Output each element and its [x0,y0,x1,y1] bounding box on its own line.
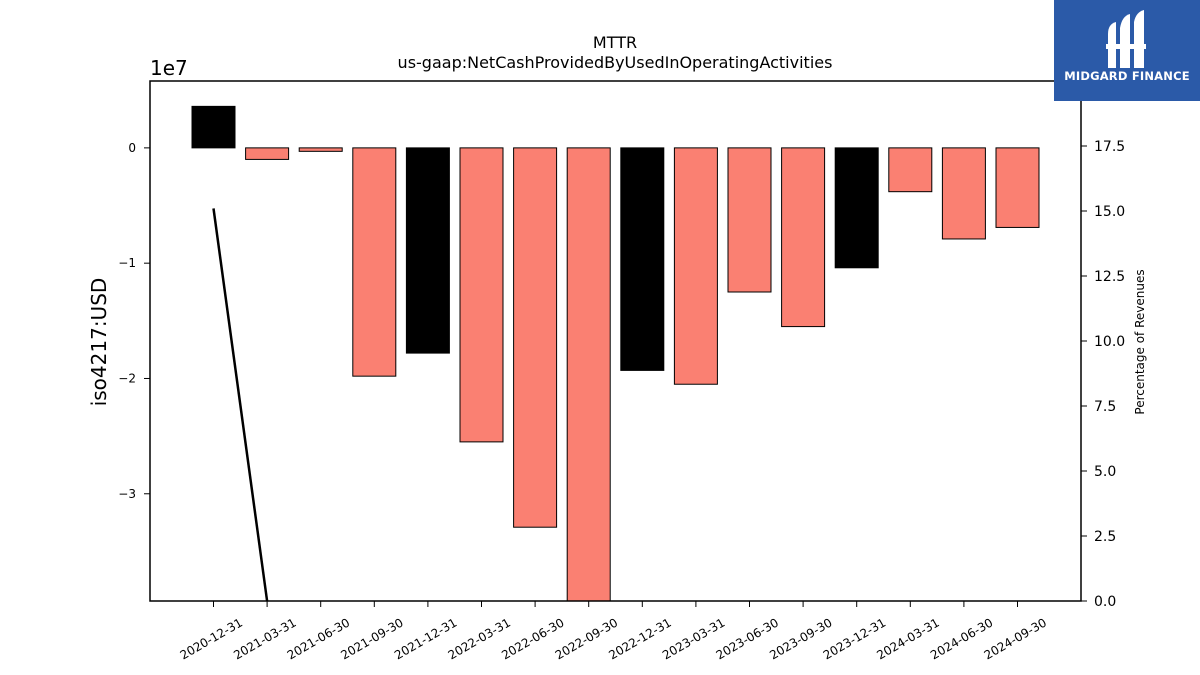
logo-mark-icon [1106,10,1146,68]
bar-2022-12-31 [620,147,665,371]
plot-frame [149,80,1082,602]
bar-2024-03-31 [888,147,933,193]
bar-2022-03-31 [459,147,504,443]
y-offset-label: 1e7 [150,56,188,80]
bar-2022-09-30 [566,147,611,602]
y2-axis-label: Percentage of Revenues [1133,269,1147,414]
y2-tick-label: 10.0 [1094,334,1125,350]
bar-2021-03-31 [245,147,290,160]
y2-tick-label: 12.5 [1094,269,1125,285]
y-tick-label: −2 [118,371,136,385]
bar-2024-06-30 [941,147,986,240]
y-tick-label: −3 [118,487,136,501]
bar-2023-12-31 [834,147,879,269]
bar-2021-09-30 [352,147,397,377]
bar-2024-09-30 [995,147,1040,228]
y2-tick-label: 0.0 [1094,594,1116,610]
y2-tick-label: 5.0 [1094,464,1116,480]
bar-2023-09-30 [781,147,826,328]
bar-2023-06-30 [727,147,772,293]
bar-2021-12-31 [405,147,450,354]
bar-2020-12-31 [191,105,236,149]
brand-logo: MIDGARD FINANCE [1054,0,1200,101]
y2-tick-label: 2.5 [1094,529,1116,545]
y2-tick-label: 7.5 [1094,399,1116,415]
bar-2021-06-30 [298,147,343,152]
chart-title: MTTR [593,33,637,52]
bar-2022-06-30 [513,147,558,528]
bar-2023-03-31 [673,147,718,385]
chart-subtitle: us-gaap:NetCashProvidedByUsedInOperating… [398,53,833,72]
y2-tick-label: 15.0 [1094,204,1125,220]
y-axis-label: iso4217:USD [87,278,111,407]
line-series-percentage [212,208,269,602]
y-tick-label: 0 [128,141,136,155]
y2-tick-label: 17.5 [1094,139,1125,155]
y-tick-label: −1 [118,256,136,270]
logo-text: MIDGARD FINANCE [1064,69,1190,83]
